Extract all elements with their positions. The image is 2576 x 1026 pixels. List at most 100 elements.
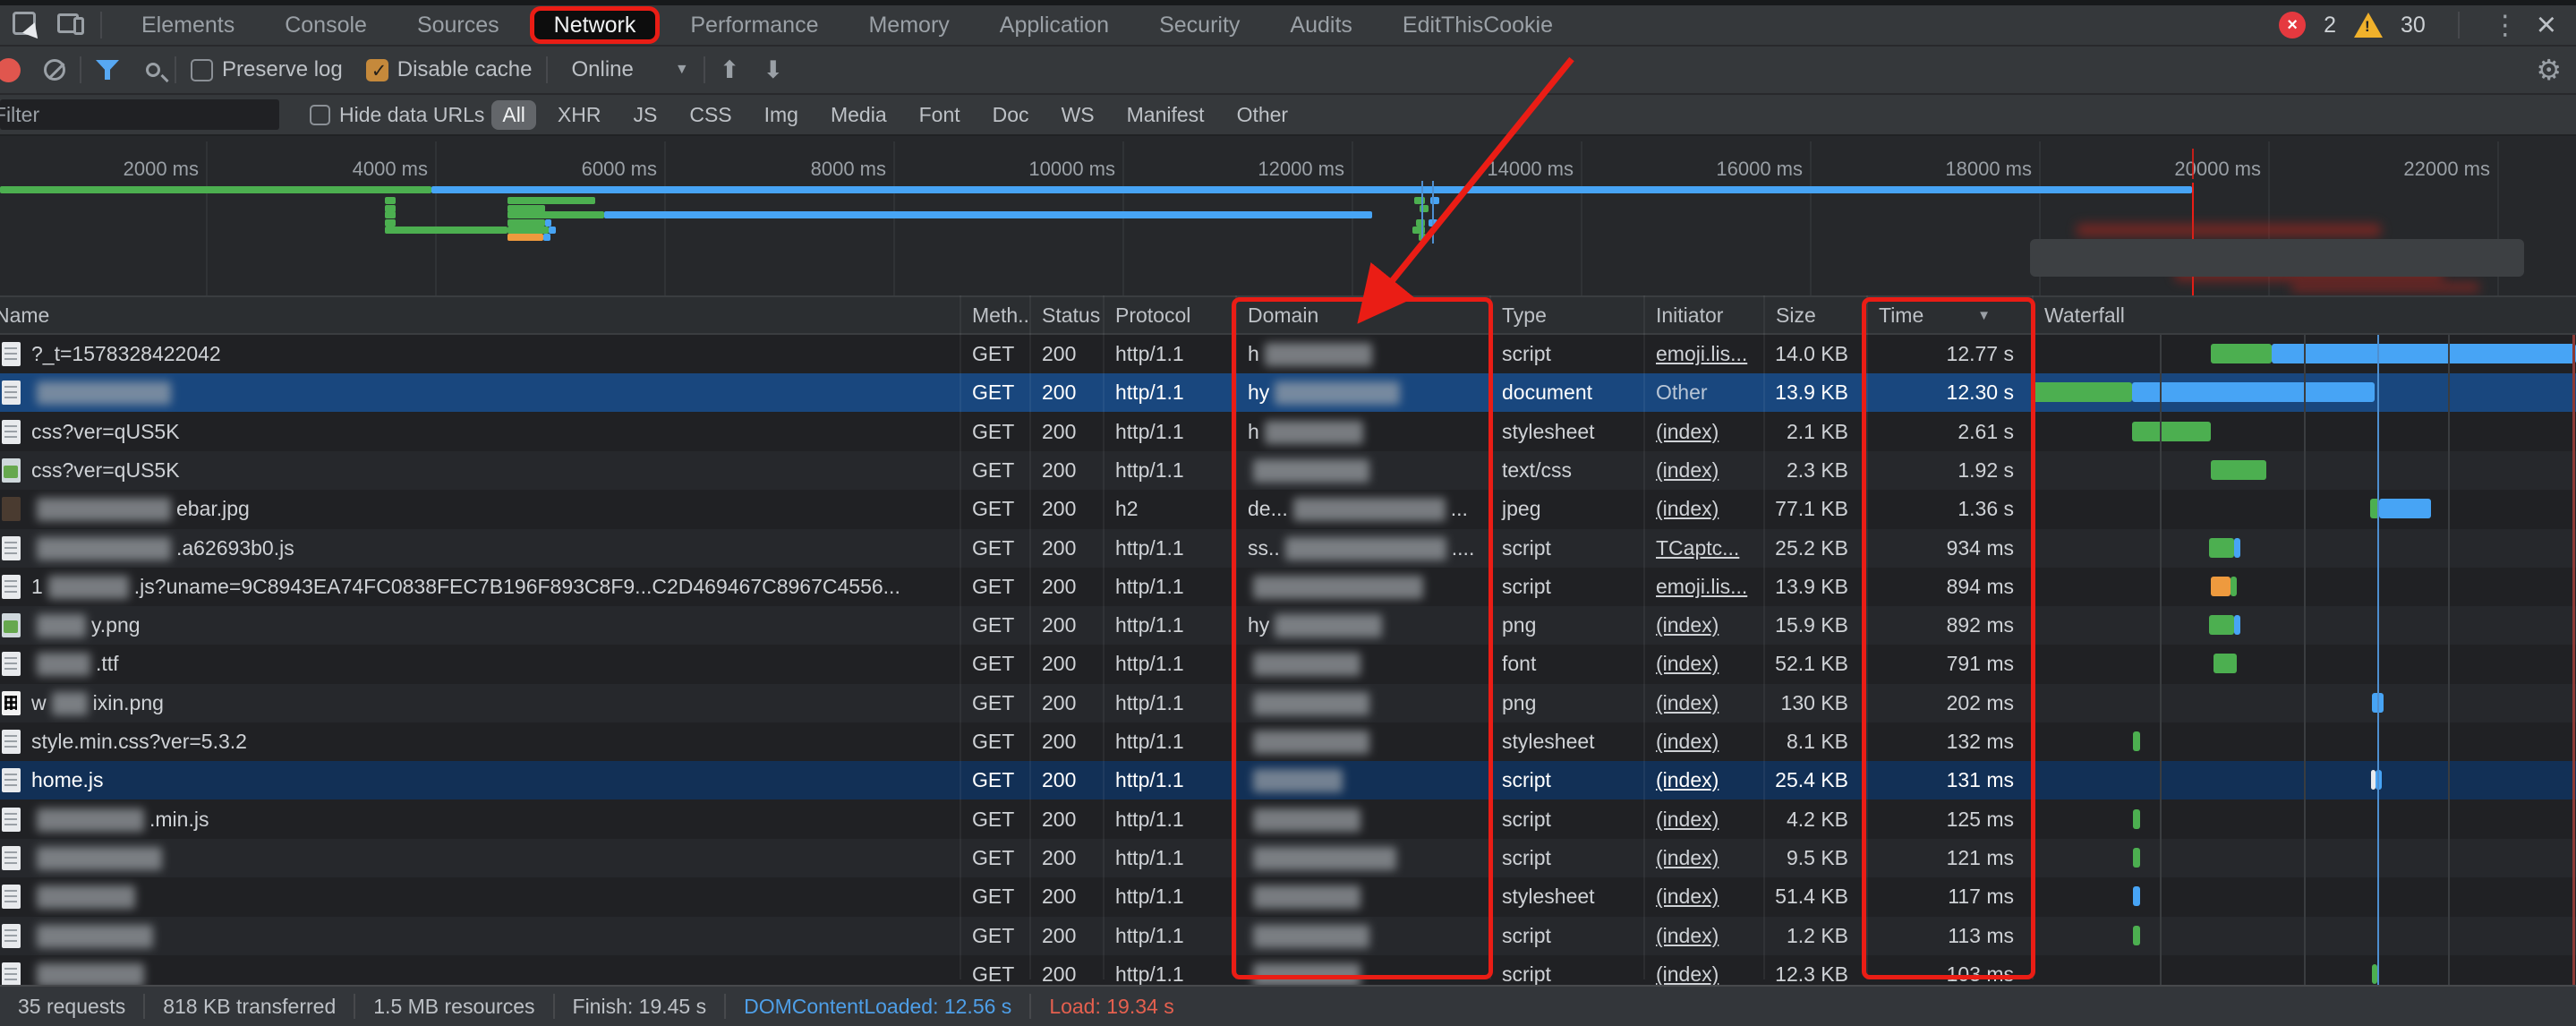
filter-type-js[interactable]: JS [633, 102, 658, 126]
table-row[interactable]: .ttf GET 200 http/1.1 font (index) 52.1 KB 791 … [0, 645, 2576, 683]
waterfall-bar [2209, 538, 2234, 558]
redacted-text [47, 575, 129, 599]
cell-size: 9.5 KB [1786, 846, 1848, 869]
filter-type-all[interactable]: All [491, 99, 536, 130]
filter-type-font[interactable]: Font [918, 102, 960, 126]
redacted-text [37, 497, 171, 521]
column-header-domain[interactable]: Domain [1248, 303, 1319, 327]
filter-type-xhr[interactable]: XHR [557, 102, 601, 126]
resource-type-icon [2, 575, 21, 599]
cell-name: style.min.css?ver=5.3.2 [0, 722, 960, 761]
tab-network[interactable]: Network [529, 6, 661, 44]
cell-size: 2.3 KB [1786, 458, 1848, 482]
column-header-initiator[interactable]: Initiator [1656, 303, 1724, 327]
filter-type-doc[interactable]: Doc [992, 102, 1029, 126]
filter-type-ws[interactable]: WS [1061, 102, 1095, 126]
column-header-type[interactable]: Type [1502, 303, 1547, 327]
table-row[interactable]: 1 .js?uname=9C8943EA74FC0838FEC7B196F893C… [0, 568, 2576, 606]
resource-type-icon [2, 924, 21, 948]
column-header-waterfall[interactable]: Waterfall [2044, 303, 2125, 327]
cell-method: GET [972, 768, 1015, 791]
column-header-method[interactable]: Meth... [972, 303, 1029, 327]
table-row[interactable]: css?ver=qUS5K GET 200 http/1.1 text/css (inde… [0, 451, 2576, 490]
status-item[interactable]: DOMContentLoaded: 12.56 s [744, 994, 1012, 1018]
cell-size: 15.9 KB [1775, 613, 1848, 637]
status-item: 35 requests [18, 994, 126, 1018]
cell-protocol: http/1.1 [1115, 924, 1184, 947]
tab-editthiscookie[interactable]: EditThisCookie [1402, 12, 1554, 38]
table-row[interactable]: GET 200 http/1.1 script (index) 9.5 KB 121 ms [0, 839, 2576, 877]
column-header-name[interactable]: Name [0, 303, 50, 327]
timeline-tick-label: 8000 ms [810, 158, 886, 180]
table-row[interactable]: .min.js GET 200 http/1.1 script (index) 4.2 KB… [0, 800, 2576, 839]
redacted-text [1253, 962, 1361, 985]
table-row[interactable]: w ixin.png GET 200 http/1.1 png (index) 130 KB 2… [0, 684, 2576, 722]
waterfall-bar [2132, 382, 2375, 402]
export-har-icon[interactable]: ⬇ [763, 56, 783, 83]
filter-type-other[interactable]: Other [1236, 102, 1289, 126]
throttling-dropdown[interactable]: Online ▼ [562, 57, 688, 82]
device-toolbar-icon[interactable] [55, 10, 86, 40]
table-row[interactable]: GET 200 http/1.1 script (index) 1.2 KB 113 ms [0, 917, 2576, 955]
table-row[interactable]: y.png GET 200 http/1.1 hy png (index) 15.9 KB 89… [0, 606, 2576, 645]
filter-type-media[interactable]: Media [830, 102, 887, 126]
cell-size: 51.4 KB [1775, 885, 1848, 908]
more-options-icon[interactable]: ⋮ [2491, 10, 2519, 40]
preserve-log-label: Preserve log [222, 57, 343, 81]
tab-console[interactable]: Console [285, 12, 367, 38]
timeline-overview[interactable]: 2000 ms 4000 ms 6000 ms 8000 ms 10000 ms 1200… [0, 136, 2576, 295]
redacted-text [1253, 458, 1369, 483]
tab-memory[interactable]: Memory [868, 12, 950, 38]
table-row[interactable]: ?_t=1578328422042 GET 200 http/1.1 h script em… [0, 335, 2576, 373]
redacted-text [1253, 691, 1369, 715]
inspect-element-icon[interactable] [13, 10, 45, 44]
status-item[interactable]: Load: 19.34 s [1049, 994, 1174, 1018]
cell-protocol: http/1.1 [1115, 691, 1184, 714]
import-har-icon[interactable]: ⬆ [719, 56, 740, 83]
table-row[interactable]: css?ver=qUS5K GET 200 http/1.1 h stylesheet (i… [0, 413, 2576, 451]
tab-sources[interactable]: Sources [416, 12, 499, 38]
close-icon[interactable]: × [2536, 6, 2556, 44]
cell-time: 892 ms [1946, 613, 2014, 637]
resource-type-icon [2, 846, 21, 870]
table-row[interactable]: .a62693b0.js GET 200 http/1.1 ss...... script… [0, 529, 2576, 568]
preserve-log-checkbox[interactable] [191, 58, 213, 81]
filter-icon[interactable] [96, 58, 119, 81]
cell-protocol: http/1.1 [1115, 808, 1184, 831]
column-header-size[interactable]: Size [1776, 303, 1816, 327]
table-row[interactable]: GET 200 http/1.1 script (index) 12.3 KB 103 ms [0, 955, 2576, 985]
hide-data-urls-label: Hide data URLs [339, 102, 485, 126]
cell-domain: hy [1235, 373, 1489, 412]
hide-data-urls-checkbox[interactable] [310, 104, 330, 125]
tab-elements[interactable]: Elements [141, 12, 235, 38]
tab-security[interactable]: Security [1159, 12, 1241, 38]
waterfall-gridline [2160, 335, 2162, 985]
table-row[interactable]: GET 200 http/1.1 hy document Other 13.9 KB 12.3… [0, 373, 2576, 412]
redacted-text [1275, 613, 1383, 637]
record-button[interactable] [0, 57, 21, 82]
cell-domain [1235, 955, 1489, 985]
table-row[interactable]: home.js GET 200 http/1.1 script (index) 25.4 K… [0, 761, 2576, 799]
warning-badge-icon[interactable]: ! [2353, 13, 2383, 38]
cell-domain [1235, 839, 1489, 877]
error-badge-icon[interactable]: × [2279, 12, 2307, 38]
column-header-time[interactable]: Time ▼ [1879, 303, 1991, 327]
filter-input[interactable] [0, 99, 279, 130]
disable-cache-checkbox[interactable] [365, 58, 388, 82]
column-header-status[interactable]: Status [1042, 303, 1101, 327]
divider [354, 994, 356, 1019]
resource-type-icon [2, 768, 21, 792]
tab-audits[interactable]: Audits [1290, 12, 1352, 38]
filter-type-css[interactable]: CSS [689, 102, 732, 126]
column-header-protocol[interactable]: Protocol [1115, 303, 1191, 327]
search-icon[interactable] [146, 63, 160, 77]
settings-gear-icon[interactable]: ⚙ [2536, 54, 2562, 86]
tab-performance[interactable]: Performance [690, 12, 819, 38]
clear-icon[interactable] [44, 59, 65, 81]
table-row[interactable]: ebar.jpg GET 200 h2 de...... jpeg (index) 77.1 … [0, 490, 2576, 528]
filter-type-manifest[interactable]: Manifest [1126, 102, 1205, 126]
filter-type-img[interactable]: Img [763, 102, 798, 126]
tab-application[interactable]: Application [999, 12, 1110, 38]
table-row[interactable]: style.min.css?ver=5.3.2 GET 200 http/1.1 sty… [0, 722, 2576, 761]
table-row[interactable]: GET 200 http/1.1 stylesheet (index) 51.4 KB 11… [0, 877, 2576, 916]
